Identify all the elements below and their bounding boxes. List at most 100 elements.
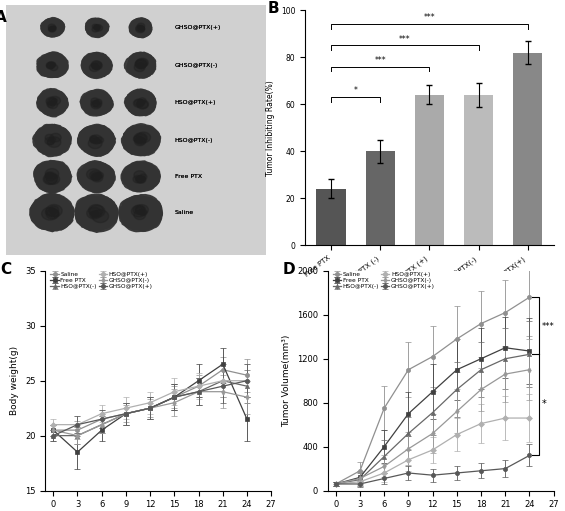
- Polygon shape: [134, 137, 145, 146]
- Polygon shape: [93, 174, 101, 180]
- Polygon shape: [51, 98, 58, 103]
- Polygon shape: [92, 210, 108, 223]
- Polygon shape: [34, 160, 71, 193]
- Legend: Saline, Free PTX, HSO@PTX(-), HSO@PTX(+), GHSO@PTX(-), GHSO@PTX(+): Saline, Free PTX, HSO@PTX(-), HSO@PTX(+)…: [331, 269, 437, 292]
- Polygon shape: [45, 208, 56, 216]
- Polygon shape: [75, 196, 118, 231]
- Polygon shape: [134, 171, 145, 180]
- Text: C: C: [0, 262, 11, 277]
- Polygon shape: [96, 137, 103, 143]
- Polygon shape: [46, 62, 54, 68]
- Text: Free PTX: Free PTX: [175, 174, 202, 179]
- Text: HSO@PTX(+): HSO@PTX(+): [175, 100, 216, 105]
- Polygon shape: [48, 101, 58, 109]
- Legend: Saline, Free PTX, HSO@PTX(-), HSO@PTX(+), GHSO@PTX(-), GHSO@PTX(+): Saline, Free PTX, HSO@PTX(-), HSO@PTX(+)…: [48, 269, 155, 292]
- Polygon shape: [90, 136, 98, 143]
- Polygon shape: [122, 162, 160, 192]
- Polygon shape: [37, 90, 68, 117]
- Polygon shape: [94, 25, 101, 30]
- Polygon shape: [30, 194, 73, 231]
- Polygon shape: [123, 125, 160, 156]
- Polygon shape: [46, 209, 59, 219]
- Bar: [415, 95, 444, 245]
- Text: HSO@PTX(-): HSO@PTX(-): [175, 138, 213, 143]
- Polygon shape: [92, 27, 99, 32]
- Polygon shape: [133, 176, 142, 183]
- Polygon shape: [96, 172, 103, 178]
- Text: ***: ***: [375, 56, 386, 65]
- Polygon shape: [46, 174, 60, 184]
- Y-axis label: Tumor Inhibiting Rate(%): Tumor Inhibiting Rate(%): [266, 80, 275, 176]
- Polygon shape: [137, 101, 148, 109]
- Y-axis label: Tumor Volume(mm³): Tumor Volume(mm³): [282, 335, 292, 427]
- Polygon shape: [47, 137, 61, 147]
- Polygon shape: [136, 25, 144, 31]
- Polygon shape: [137, 58, 148, 67]
- Polygon shape: [34, 161, 72, 193]
- Polygon shape: [49, 27, 54, 31]
- Polygon shape: [37, 88, 68, 115]
- Polygon shape: [129, 18, 151, 38]
- Polygon shape: [46, 172, 53, 178]
- Text: GHSO@PTX(+): GHSO@PTX(+): [175, 25, 221, 30]
- Polygon shape: [94, 102, 100, 106]
- Bar: [366, 151, 395, 245]
- Polygon shape: [93, 63, 101, 69]
- Polygon shape: [78, 161, 114, 193]
- Polygon shape: [138, 27, 145, 32]
- Polygon shape: [125, 89, 156, 115]
- Polygon shape: [90, 212, 97, 218]
- Polygon shape: [77, 161, 115, 192]
- Polygon shape: [134, 211, 145, 220]
- Polygon shape: [92, 173, 101, 180]
- Polygon shape: [86, 169, 101, 180]
- Polygon shape: [119, 196, 162, 230]
- Polygon shape: [34, 124, 71, 156]
- Polygon shape: [136, 176, 146, 183]
- Polygon shape: [138, 98, 146, 104]
- Polygon shape: [93, 100, 102, 107]
- Polygon shape: [81, 53, 112, 79]
- Polygon shape: [131, 206, 146, 217]
- Polygon shape: [46, 97, 56, 105]
- Bar: [513, 53, 542, 245]
- Polygon shape: [89, 64, 99, 72]
- Text: *: *: [354, 86, 358, 96]
- Polygon shape: [92, 61, 102, 69]
- Polygon shape: [78, 124, 115, 156]
- Text: ***: ***: [399, 35, 411, 43]
- Text: B: B: [268, 1, 280, 16]
- Polygon shape: [121, 161, 160, 192]
- Polygon shape: [134, 99, 144, 106]
- Polygon shape: [91, 101, 101, 109]
- Text: GHSO@PTX(-): GHSO@PTX(-): [175, 63, 218, 67]
- Text: HSO@PTX(+): HSO@PTX(+): [175, 100, 216, 105]
- Polygon shape: [77, 125, 115, 156]
- Polygon shape: [135, 176, 144, 183]
- Polygon shape: [95, 26, 100, 30]
- Polygon shape: [130, 18, 152, 37]
- Text: Free PTX: Free PTX: [175, 174, 202, 179]
- Polygon shape: [137, 100, 149, 108]
- Text: ***: ***: [424, 13, 435, 22]
- Polygon shape: [46, 63, 54, 69]
- Text: HSO@PTX(-): HSO@PTX(-): [175, 138, 213, 143]
- Polygon shape: [50, 133, 61, 142]
- Polygon shape: [121, 124, 160, 155]
- Polygon shape: [95, 26, 99, 29]
- Polygon shape: [46, 204, 62, 217]
- Polygon shape: [137, 176, 146, 183]
- Text: GHSO@PTX(-): GHSO@PTX(-): [175, 63, 218, 67]
- Polygon shape: [50, 64, 58, 71]
- Polygon shape: [82, 53, 112, 78]
- Polygon shape: [45, 134, 54, 141]
- Polygon shape: [45, 137, 54, 145]
- Polygon shape: [124, 90, 156, 115]
- Polygon shape: [134, 133, 147, 143]
- Polygon shape: [92, 63, 97, 67]
- Polygon shape: [43, 174, 57, 184]
- Polygon shape: [44, 174, 58, 184]
- Polygon shape: [45, 172, 57, 181]
- Polygon shape: [48, 24, 55, 30]
- Polygon shape: [90, 171, 102, 180]
